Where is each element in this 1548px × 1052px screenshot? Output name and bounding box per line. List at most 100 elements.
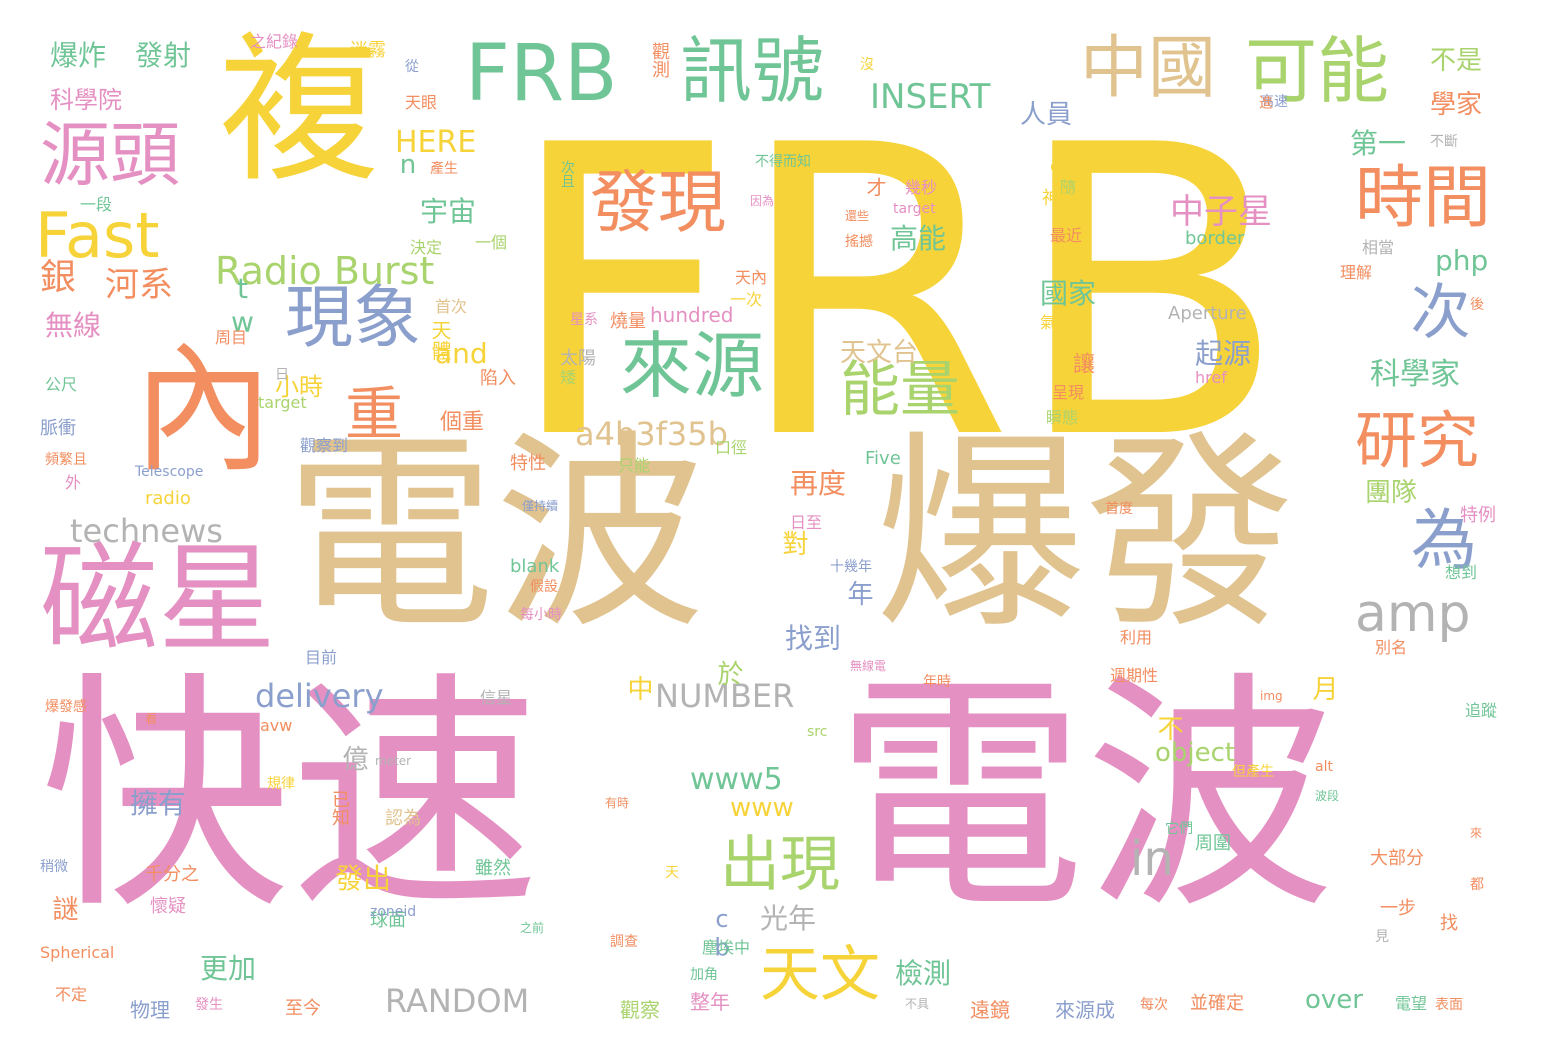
word: 光年	[760, 902, 817, 935]
word: in	[1130, 831, 1174, 887]
word: 矮	[560, 368, 577, 387]
word: 無線電	[850, 659, 887, 673]
word: 沒	[860, 57, 874, 73]
word: 學家	[1430, 90, 1483, 120]
word: 日	[275, 367, 289, 383]
word: NUMBER	[655, 677, 795, 715]
word: 電波	[835, 651, 1335, 942]
word: 口徑	[715, 438, 748, 457]
word: 周圍	[1195, 833, 1231, 854]
word: over	[1305, 985, 1363, 1015]
word: 對	[778, 530, 808, 557]
word: 更加	[200, 952, 257, 985]
word: n	[393, 150, 423, 181]
word: img	[1260, 689, 1283, 703]
word: 謎	[48, 895, 78, 922]
word: www5	[690, 762, 783, 797]
word: 神秘	[1042, 188, 1078, 209]
word: 十幾年	[830, 559, 872, 575]
word: 從	[405, 59, 419, 75]
word: 公尺	[45, 375, 78, 394]
word: hundred	[650, 303, 734, 327]
word: 來源	[620, 324, 765, 408]
word: 高速	[1260, 94, 1288, 110]
word: 懷疑	[150, 896, 186, 917]
word: 為	[1400, 505, 1477, 573]
word: 找	[1440, 913, 1458, 934]
word: 銀	[40, 257, 77, 298]
word: 現象	[285, 279, 422, 358]
word: 第一	[1350, 127, 1407, 160]
word: 瞬態	[1046, 408, 1079, 427]
word: 燒量	[610, 311, 646, 332]
word: 頻繁且	[45, 452, 87, 468]
word: 讓	[1069, 352, 1094, 375]
word: zoneid	[370, 904, 417, 920]
word: 天文台	[840, 338, 919, 368]
word: 波段	[1315, 789, 1340, 803]
word: 才	[863, 177, 887, 198]
word: 已知	[329, 790, 350, 827]
word: Spherical	[40, 943, 115, 962]
word: 球面	[370, 910, 406, 931]
word: delivery	[255, 677, 384, 715]
word: 中國	[1080, 29, 1217, 108]
word: 來	[1470, 826, 1483, 840]
word: 再度	[790, 467, 847, 500]
word: php	[1435, 244, 1489, 277]
word: 之紀錄	[250, 32, 299, 51]
word: 氣體	[1040, 313, 1073, 332]
word: 最近	[1050, 226, 1083, 245]
word: href	[1195, 368, 1227, 387]
word: 別名	[1375, 638, 1408, 657]
word: 不定	[55, 985, 88, 1004]
word: target	[893, 201, 936, 217]
word: 決定	[410, 238, 443, 257]
word: 太陽	[560, 348, 596, 369]
word: 個重	[440, 410, 485, 435]
word: 首度	[1105, 501, 1133, 517]
word: 次	[1400, 280, 1470, 342]
word: 可能	[1245, 29, 1390, 113]
word: cb	[708, 905, 736, 962]
word: 重	[345, 380, 404, 448]
word: 稍微	[40, 859, 68, 875]
word: 一個	[475, 233, 508, 252]
word: 信星	[480, 688, 513, 707]
word: 但產生	[1232, 764, 1274, 780]
word: 至今	[285, 998, 321, 1019]
word: 出現	[720, 830, 840, 900]
word: 天眼	[405, 93, 438, 112]
word: Telescope	[135, 464, 204, 480]
word: 內	[109, 335, 272, 478]
word: 爆發感	[45, 699, 87, 715]
word: 迷霧	[350, 40, 386, 61]
word: 特性	[510, 453, 546, 474]
word: 假設	[530, 579, 558, 595]
word: avw	[260, 716, 293, 735]
word: 週期性	[1110, 666, 1159, 685]
word: 中子星	[1170, 192, 1272, 232]
word: 發現	[590, 164, 727, 243]
word: 電波	[285, 412, 706, 657]
word: 想到	[1445, 563, 1478, 582]
word: 團隊	[1365, 478, 1418, 508]
word: 高能	[890, 222, 947, 255]
word: 外	[65, 473, 82, 492]
word: 發生	[195, 997, 223, 1013]
word: 觀察	[620, 998, 660, 1022]
word: 呈現	[1052, 383, 1085, 402]
word: 之前	[520, 921, 545, 935]
word: 每小時	[520, 607, 562, 623]
word: 月	[1308, 675, 1338, 702]
word: Radio Burst	[215, 249, 435, 293]
word: 特例	[1460, 505, 1496, 526]
word: 加角	[690, 967, 718, 983]
word: 產生	[430, 161, 458, 177]
word: 人員	[1020, 100, 1073, 130]
word: target	[258, 393, 307, 412]
word: 相當	[1362, 238, 1395, 257]
word: 整年	[690, 990, 730, 1014]
word: 時間	[1355, 159, 1492, 238]
